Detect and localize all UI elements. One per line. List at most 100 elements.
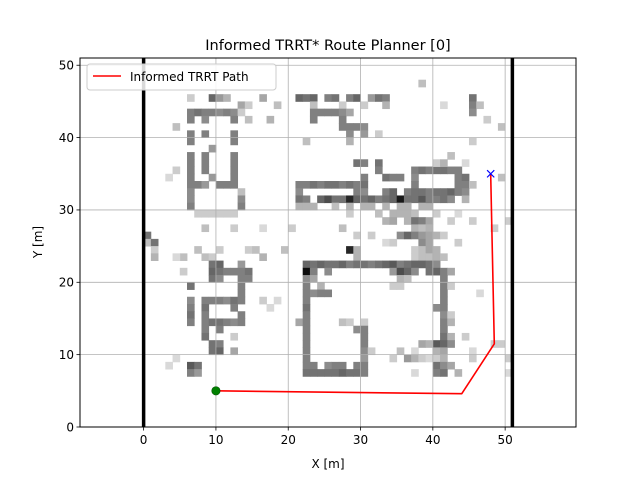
occupancy-cell [418,231,427,240]
occupancy-cell [215,246,224,254]
occupancy-cell [447,332,455,341]
occupancy-cell [187,369,195,377]
occupancy-cell [360,369,369,377]
occupancy-cell [461,195,470,204]
plot-area-frame [79,57,577,428]
y-tick-label: 0 [66,420,74,434]
occupancy-cell [237,188,246,196]
occupancy-cell [382,238,390,247]
occupancy-cell [309,361,318,370]
occupancy-cell [418,354,427,363]
occupancy-cell [468,181,477,189]
occupancy-cell [375,260,383,269]
occupancy-cell [432,369,441,377]
occupancy-cell [331,94,340,102]
occupancy-cell [244,246,253,254]
occupancy-cell [208,209,217,218]
occupancy-cell [447,340,455,348]
occupancy-cell [208,318,217,327]
occupancy-cell [440,275,448,283]
occupancy-cell [187,195,195,204]
occupancy-cell [187,311,195,319]
occupancy-cell [215,260,224,269]
occupancy-cell [403,217,412,225]
occupancy-cell [237,202,246,211]
occupancy-cell [288,224,296,233]
occupancy-cell [201,130,210,138]
occupancy-cell [338,361,347,370]
occupancy-cell [360,123,369,131]
occupancy-cell [208,108,217,117]
occupancy-cell [375,94,383,102]
occupancy-cell [150,253,159,261]
occupancy-cell [338,260,347,269]
y-tick-label: 10 [59,348,74,362]
occupancy-cell [346,202,354,211]
occupancy-cell [432,253,441,261]
occupancy-cell [396,282,405,290]
occupancy-cell [273,296,282,305]
occupancy-cell [208,275,217,283]
occupancy-cell [338,123,347,131]
x-tick-label: 50 [498,433,513,447]
occupancy-cell [418,166,427,175]
occupancy-cell [360,195,369,204]
occupancy-cell [302,361,311,370]
occupancy-cell [505,369,513,377]
y-tick-label: 40 [59,131,74,145]
occupancy-cell [201,181,210,189]
occupancy-cell [432,209,441,218]
occupancy-cell [396,275,405,283]
occupancy-cell [440,369,448,377]
occupancy-cell [360,181,369,189]
occupancy-cell [201,166,210,175]
occupancy-cell [338,108,347,117]
occupancy-cell [432,195,441,204]
occupancy-cell [215,325,224,334]
occupancy-cell [215,209,224,218]
occupancy-cell [317,181,325,189]
occupancy-cell [346,369,354,377]
occupancy-cell [367,347,376,356]
occupancy-cell [454,173,463,182]
occupancy-cell [201,108,210,117]
x-tick-label: 10 [208,433,223,447]
occupancy-cell [418,224,427,233]
occupancy-cell [302,369,311,377]
occupancy-cell [201,224,210,233]
occupancy-cell [403,195,412,204]
occupancy-cell [187,94,195,102]
occupancy-cell [418,260,427,269]
occupancy-cell [440,159,448,167]
chart-title: Informed TRRT* Route Planner [0] [205,38,450,54]
occupancy-cell [396,202,405,211]
occupancy-cell [187,318,195,327]
occupancy-cell [324,195,333,204]
occupancy-cell [331,361,340,370]
occupancy-cell [317,108,325,117]
occupancy-cell [230,152,239,160]
occupancy-cell [375,209,383,218]
occupancy-cell [425,340,434,348]
occupancy-cell [432,354,441,363]
occupancy-cell [440,267,448,276]
occupancy-cell [468,354,477,363]
occupancy-cell [403,267,412,276]
start-marker [211,386,221,396]
occupancy-cell [179,267,188,276]
occupancy-cell [215,108,224,117]
occupancy-cell [338,115,347,124]
occupancy-cell [468,347,477,356]
occupancy-cell [172,354,181,363]
occupancy-cell [302,267,311,276]
occupancy-cell [230,159,239,167]
occupancy-cell [208,94,217,102]
occupancy-cell [215,318,224,327]
occupancy-cell [440,340,448,348]
occupancy-cell [208,340,217,348]
occupancy-cell [317,195,325,204]
occupancy-cell [201,296,210,305]
occupancy-cell [468,101,477,110]
occupancy-cell [230,347,239,356]
occupancy-cell [230,108,239,117]
